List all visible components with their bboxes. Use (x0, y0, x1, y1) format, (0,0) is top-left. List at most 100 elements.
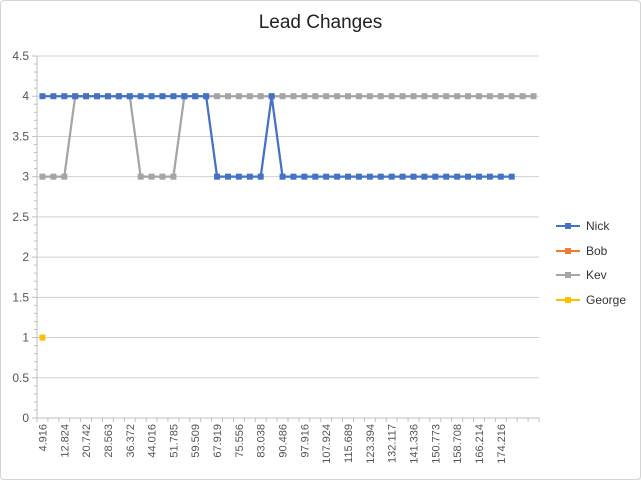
data-point-nick (421, 173, 428, 180)
data-point-kev (159, 173, 166, 180)
legend-swatch (556, 246, 580, 256)
data-point-kev (39, 173, 46, 180)
data-point-george (39, 334, 46, 341)
x-tick-label: 44.016 (147, 424, 159, 458)
y-tick-label: 2 (22, 250, 29, 264)
data-point-nick (388, 173, 395, 180)
x-tick-label: 174.216 (496, 424, 508, 464)
data-point-nick (279, 173, 286, 180)
data-point-nick (486, 173, 493, 180)
data-point-nick (39, 93, 46, 100)
data-point-nick (104, 93, 111, 100)
data-point-nick (257, 173, 264, 180)
x-tick-label: 67.919 (212, 424, 224, 458)
data-point-nick (224, 173, 231, 180)
data-point-kev (519, 93, 526, 100)
data-point-kev (388, 93, 395, 100)
data-point-kev (355, 93, 362, 100)
gridlines (37, 55, 539, 379)
data-point-kev (465, 93, 472, 100)
x-tick-label: 20.742 (81, 424, 93, 458)
data-point-kev (443, 93, 450, 100)
series-layer (39, 93, 537, 341)
x-tick-label: 166.214 (474, 424, 486, 464)
x-tick-label: 150.773 (430, 424, 442, 464)
data-point-nick (465, 173, 472, 180)
legend-label: Kev (586, 268, 607, 283)
x-tick-label: 141.336 (409, 424, 421, 464)
data-point-kev (475, 93, 482, 100)
data-point-nick (410, 173, 417, 180)
data-point-nick (377, 173, 384, 180)
data-point-kev (61, 173, 68, 180)
y-tick-label: 1 (22, 331, 29, 345)
legend-swatch (556, 221, 580, 231)
data-point-nick (334, 173, 341, 180)
data-point-nick (290, 173, 297, 180)
x-tick-label: 132.117 (387, 424, 399, 463)
legend-label: George (586, 292, 627, 307)
data-point-kev (486, 93, 493, 100)
data-point-kev (497, 93, 504, 100)
y-axis: 0 0.5 1 1.5 2 2.5 3 3.5 4 4.5 (12, 49, 38, 425)
data-point-kev (235, 93, 242, 100)
data-point-nick (126, 93, 133, 100)
x-tick-label: 107.924 (321, 424, 333, 464)
data-point-kev (377, 93, 384, 100)
data-point-nick (345, 173, 352, 180)
x-tick-label: 12.824 (59, 424, 71, 458)
data-point-kev (366, 93, 373, 100)
x-tick-label: 123.394 (365, 424, 377, 464)
data-point-kev (421, 93, 428, 100)
data-point-kev (224, 93, 231, 100)
y-tick-label: 3 (22, 170, 29, 184)
data-point-kev (137, 173, 144, 180)
data-point-nick (246, 173, 253, 180)
data-point-kev (312, 93, 319, 100)
data-point-kev (214, 93, 221, 100)
data-point-nick (94, 93, 101, 100)
data-point-nick (312, 173, 319, 180)
data-point-kev (246, 93, 253, 100)
data-point-nick (115, 93, 122, 100)
data-point-kev (410, 93, 417, 100)
data-point-nick (432, 173, 439, 180)
y-tick-label: 2.5 (12, 210, 29, 224)
x-tick-label: 83.038 (256, 424, 268, 458)
data-point-kev (530, 93, 537, 100)
x-tick-label: 158.708 (452, 424, 464, 464)
legend-item-nick: Nick (556, 214, 626, 239)
data-point-nick (301, 173, 308, 180)
data-point-kev (399, 93, 406, 100)
data-point-nick (235, 173, 242, 180)
legend-label: Bob (586, 243, 608, 258)
x-tick-label: 4.916 (37, 424, 49, 452)
x-axis: 4.916 12.824 20.742 28.563 36.372 44.016 51.78… (36, 417, 540, 464)
data-point-kev (432, 93, 439, 100)
x-tick-label: 28.563 (103, 424, 115, 458)
data-point-nick (72, 93, 79, 100)
x-tick-label: 36.372 (125, 424, 137, 458)
data-point-kev (148, 173, 155, 180)
y-tick-label: 1.5 (12, 290, 29, 304)
data-point-nick (323, 173, 330, 180)
x-tick-label: 59.509 (190, 424, 202, 458)
chart-title: Lead Changes (258, 12, 383, 33)
legend-item-bob: Bob (556, 239, 626, 264)
data-point-nick (497, 173, 504, 180)
data-point-nick (83, 93, 90, 100)
y-tick-label: 0 (22, 411, 29, 425)
y-tick-label: 3.5 (12, 129, 29, 143)
data-point-nick (192, 93, 199, 100)
data-point-kev (301, 93, 308, 100)
legend-label: Nick (586, 219, 610, 234)
data-point-nick (355, 173, 362, 180)
data-point-nick (50, 93, 57, 100)
data-point-nick (170, 93, 177, 100)
legend-swatch (556, 295, 580, 305)
legend-item-kev: Kev (556, 263, 626, 288)
data-point-nick (443, 173, 450, 180)
data-point-kev (279, 93, 286, 100)
x-tick-label: 115.689 (343, 424, 355, 463)
